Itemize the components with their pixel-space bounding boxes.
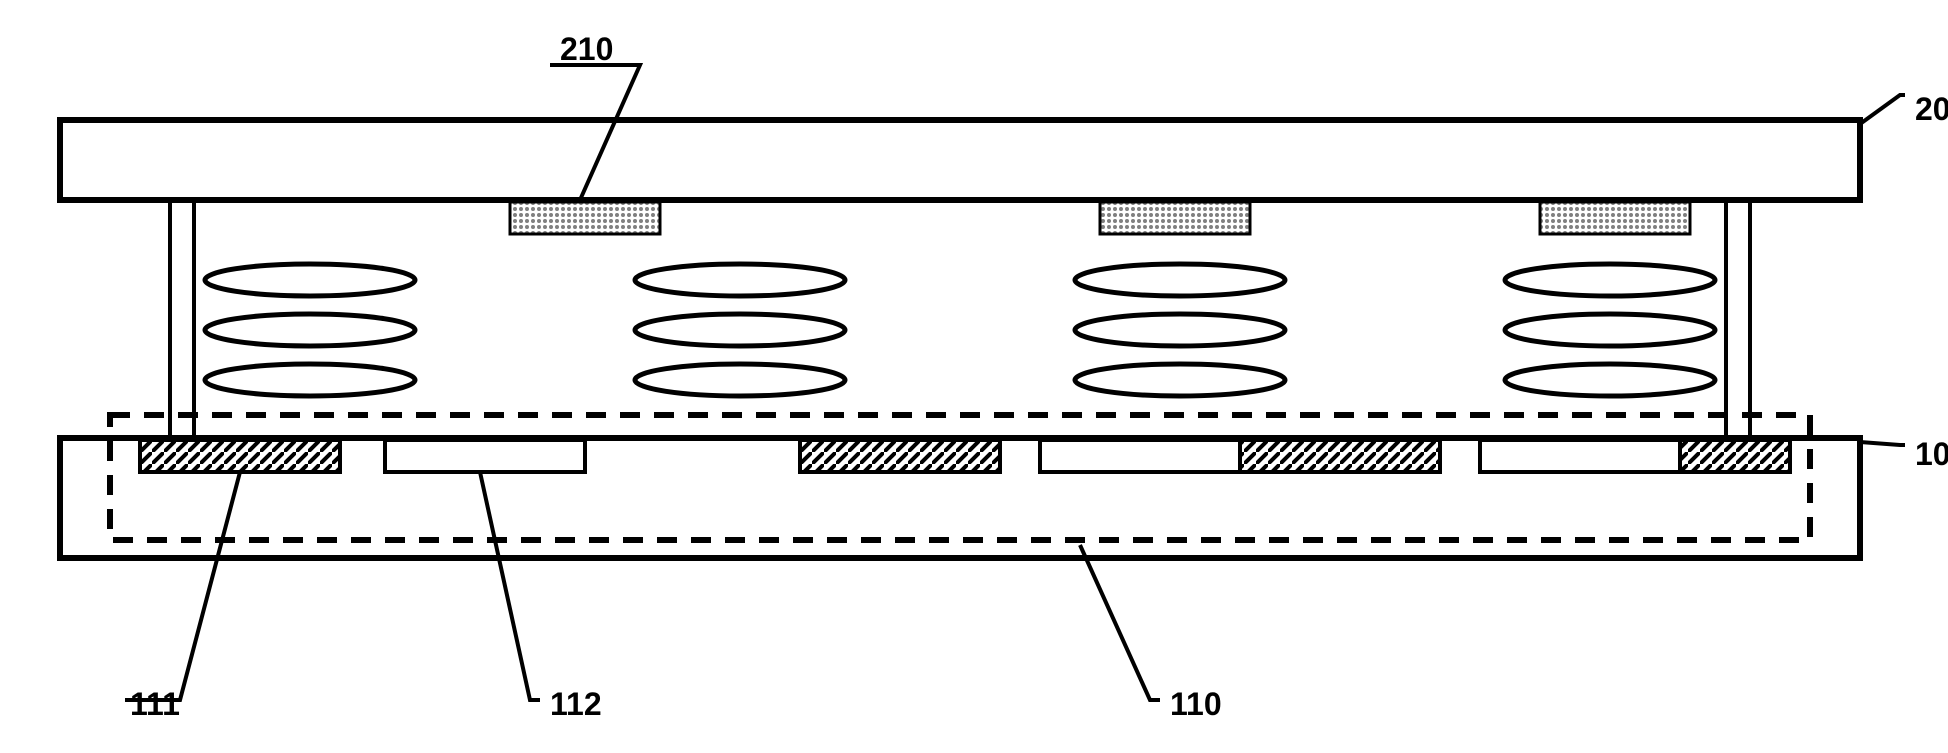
black-matrix-label: 210 xyxy=(560,31,613,67)
spacer-right xyxy=(1726,200,1750,438)
bottom-plate-leader xyxy=(1860,442,1905,445)
liquid-crystal-molecule xyxy=(1075,264,1285,296)
electrode-region-label: 110 xyxy=(1170,686,1222,722)
liquid-crystal-molecule xyxy=(1505,264,1715,296)
liquid-crystal-molecule xyxy=(635,314,845,346)
liquid-crystal-molecule xyxy=(1505,364,1715,396)
electrode-hatched-leader xyxy=(125,472,240,700)
bottom-plate-label: 100 xyxy=(1915,436,1948,472)
liquid-crystal-molecule xyxy=(1505,314,1715,346)
electrode-plain-1 xyxy=(1040,440,1240,472)
electrode-hatched-2 xyxy=(1240,440,1440,472)
liquid-crystal-molecule xyxy=(1075,364,1285,396)
electrode-plain-0 xyxy=(385,440,585,472)
electrode-hatched-0 xyxy=(140,440,340,472)
electrode-hatched-3 xyxy=(1680,440,1790,472)
top-plate-label: 200 xyxy=(1915,91,1948,127)
liquid-crystal-molecule xyxy=(635,364,845,396)
electrode-region-leader xyxy=(1080,545,1160,700)
spacer-left xyxy=(170,200,194,438)
liquid-crystal-molecule xyxy=(205,314,415,346)
black-matrix-leader xyxy=(550,65,640,200)
liquid-crystal-molecule xyxy=(205,264,415,296)
black-matrix-0 xyxy=(510,202,660,234)
liquid-crystal-molecule xyxy=(1075,314,1285,346)
electrode-plain-leader xyxy=(480,472,540,700)
electrode-plain-label: 112 xyxy=(550,686,602,722)
electrode-region xyxy=(110,415,1810,540)
top-plate xyxy=(60,120,1860,200)
electrode-plain-2 xyxy=(1480,440,1680,472)
electrode-hatched-1 xyxy=(800,440,1000,472)
liquid-crystal-molecule xyxy=(635,264,845,296)
black-matrix-1 xyxy=(1100,202,1250,234)
black-matrix-2 xyxy=(1540,202,1690,234)
cross-section-diagram: 200 210 100 110 111 112 xyxy=(20,20,1948,733)
electrode-hatched-label: 111 xyxy=(130,686,180,722)
top-plate-leader xyxy=(1860,95,1905,124)
liquid-crystal-molecule xyxy=(205,364,415,396)
